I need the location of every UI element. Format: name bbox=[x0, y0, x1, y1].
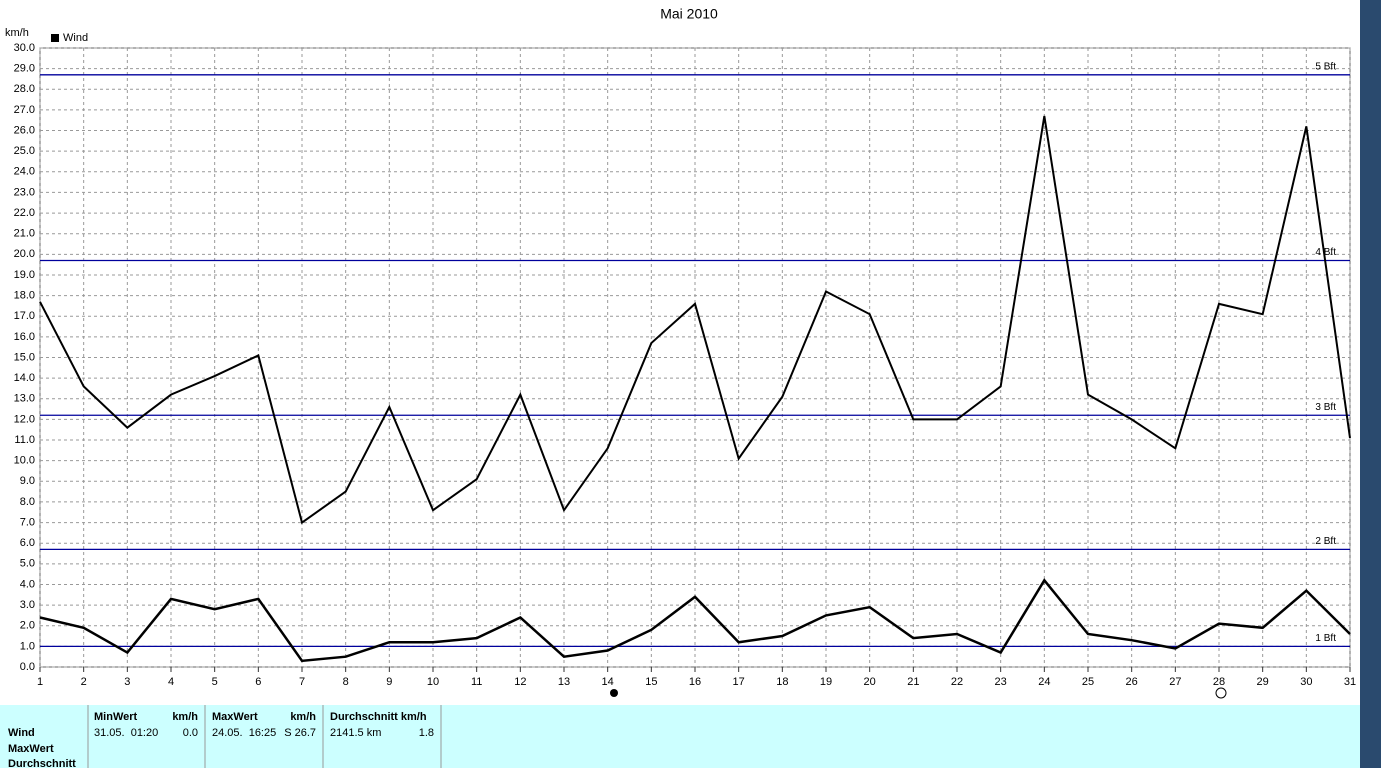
cell: S 26.7 bbox=[284, 727, 316, 739]
data-line bbox=[39, 578, 1351, 663]
row-label: MaxWert bbox=[8, 743, 54, 755]
x-tick-label: 6 bbox=[255, 676, 261, 688]
x-tick-label: 1 bbox=[37, 676, 43, 688]
y-tick-label: 18.0 bbox=[14, 290, 35, 302]
reference-label: 2 Bft bbox=[1315, 536, 1336, 547]
y-tick-label: 24.0 bbox=[14, 166, 35, 178]
cell: 0.0 bbox=[183, 727, 198, 739]
x-tick-label: 15 bbox=[645, 676, 657, 688]
moon-full bbox=[1215, 687, 1227, 699]
x-tick-label: 3 bbox=[124, 676, 130, 688]
x-tick-label: 28 bbox=[1213, 676, 1225, 688]
x-tick-label: 31 bbox=[1344, 676, 1356, 688]
y-tick-label: 30.0 bbox=[14, 42, 35, 54]
x-tick-label: 27 bbox=[1169, 676, 1181, 688]
y-tick-label: 22.0 bbox=[14, 207, 35, 219]
x-tick-label: 29 bbox=[1257, 676, 1269, 688]
y-tick-label: 28.0 bbox=[14, 83, 35, 95]
x-tick-label: 14 bbox=[602, 676, 614, 688]
x-tick-label: 19 bbox=[820, 676, 832, 688]
y-tick-label: 11.0 bbox=[14, 434, 35, 446]
y-tick-label: 4.0 bbox=[20, 578, 35, 590]
column-header: km/h bbox=[290, 711, 316, 723]
data-line bbox=[39, 115, 1351, 525]
y-tick-label: 7.0 bbox=[20, 516, 35, 528]
x-tick-label: 7 bbox=[299, 676, 305, 688]
y-tick-label: 19.0 bbox=[14, 269, 35, 281]
y-tick-label: 17.0 bbox=[14, 310, 35, 322]
cell: 2141.5 km bbox=[330, 727, 381, 739]
x-tick-label: 5 bbox=[212, 676, 218, 688]
x-tick-label: 24 bbox=[1038, 676, 1050, 688]
row-label: Durchschnitt bbox=[8, 758, 76, 768]
x-tick-label: 9 bbox=[386, 676, 392, 688]
column-header: km/h bbox=[172, 711, 198, 723]
x-tick-label: 8 bbox=[343, 676, 349, 688]
y-tick-label: 15.0 bbox=[14, 351, 35, 363]
x-tick-label: 11 bbox=[471, 676, 482, 688]
y-tick-label: 14.0 bbox=[14, 372, 35, 384]
y-tick-label: 2.0 bbox=[20, 620, 35, 632]
y-tick-label: 3.0 bbox=[20, 599, 35, 611]
cell: 24.05. 16:25 bbox=[212, 727, 276, 739]
x-tick-label: 10 bbox=[427, 676, 439, 688]
x-tick-label: 25 bbox=[1082, 676, 1094, 688]
y-axis-label: km/h bbox=[5, 27, 29, 39]
x-tick-label: 16 bbox=[689, 676, 701, 688]
column-header: MinWert bbox=[94, 711, 138, 723]
y-tick-label: 5.0 bbox=[20, 558, 35, 570]
legend-label: Wind bbox=[63, 32, 88, 44]
x-tick-label: 2 bbox=[81, 676, 87, 688]
x-tick-label: 26 bbox=[1126, 676, 1138, 688]
reference-label: 3 Bft bbox=[1315, 402, 1336, 413]
y-tick-label: 1.0 bbox=[20, 640, 35, 652]
y-tick-label: 10.0 bbox=[14, 455, 35, 467]
x-tick-label: 23 bbox=[995, 676, 1007, 688]
desktop-edge bbox=[1360, 0, 1381, 768]
x-tick-label: 30 bbox=[1300, 676, 1312, 688]
x-tick-label: 12 bbox=[514, 676, 526, 688]
row-label: Wind bbox=[8, 727, 35, 739]
y-tick-label: 21.0 bbox=[14, 228, 35, 240]
y-tick-label: 13.0 bbox=[14, 393, 35, 405]
y-tick-label: 6.0 bbox=[20, 537, 35, 549]
x-tick-label: 22 bbox=[951, 676, 963, 688]
column-header: MaxWert bbox=[212, 711, 258, 723]
x-tick-label: 4 bbox=[168, 676, 174, 688]
y-tick-label: 27.0 bbox=[14, 104, 35, 116]
y-tick-label: 29.0 bbox=[14, 63, 35, 75]
y-tick-label: 8.0 bbox=[20, 496, 35, 508]
y-tick-label: 20.0 bbox=[14, 248, 35, 260]
y-tick-label: 25.0 bbox=[14, 145, 35, 157]
moon-new bbox=[610, 689, 618, 697]
x-tick-label: 13 bbox=[558, 676, 570, 688]
y-tick-label: 12.0 bbox=[14, 413, 35, 425]
x-tick-label: 20 bbox=[864, 676, 876, 688]
y-tick-label: 16.0 bbox=[14, 331, 35, 343]
y-tick-label: 0.0 bbox=[20, 661, 35, 673]
x-tick-label: 17 bbox=[733, 676, 745, 688]
reference-label: 1 Bft bbox=[1315, 633, 1336, 644]
reference-label: 5 Bft bbox=[1315, 61, 1336, 72]
cell: 31.05. 01:20 bbox=[94, 727, 158, 739]
y-tick-label: 9.0 bbox=[20, 475, 35, 487]
chart-title: Mai 2010 bbox=[660, 6, 718, 22]
stats-panel bbox=[0, 705, 1360, 768]
cell: 1.8 bbox=[419, 727, 434, 739]
y-tick-label: 26.0 bbox=[14, 124, 35, 136]
x-tick-label: 18 bbox=[776, 676, 788, 688]
x-tick-label: 21 bbox=[907, 676, 919, 688]
y-tick-label: 23.0 bbox=[14, 186, 35, 198]
column-header: Durchschnitt km/h bbox=[330, 711, 427, 723]
legend-swatch bbox=[51, 34, 59, 42]
reference-label: 4 Bft bbox=[1315, 247, 1336, 258]
